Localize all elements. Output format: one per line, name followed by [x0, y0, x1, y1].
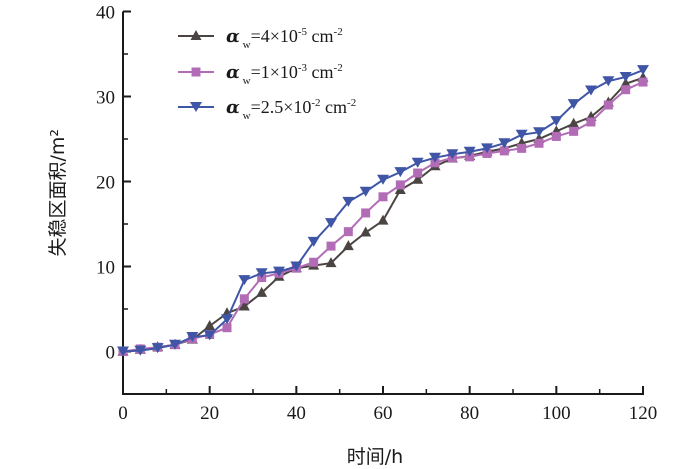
- data-point: [361, 208, 371, 218]
- legend-marker: [190, 102, 202, 112]
- data-point: [602, 76, 615, 87]
- data-point: [621, 85, 631, 95]
- data-point: [533, 127, 545, 138]
- data-point: [465, 152, 475, 162]
- data-point: [377, 214, 389, 225]
- legend-label: α w=2.5×10-2 cm-2: [226, 97, 356, 122]
- data-point: [204, 320, 216, 330]
- data-point: [186, 332, 199, 343]
- data-point: [169, 339, 181, 350]
- series-3: [117, 65, 649, 357]
- data-point: [203, 330, 216, 341]
- data-point: [534, 138, 544, 148]
- series-layer: [117, 65, 649, 357]
- data-point: [619, 71, 632, 82]
- data-point: [413, 168, 423, 178]
- data-point: [638, 77, 648, 87]
- series-line: [122, 69, 644, 353]
- data-point: [117, 346, 129, 357]
- y-tick-label: 40: [96, 3, 115, 24]
- legend-label: α w=4×10-5 cm-2: [226, 26, 343, 51]
- x-tick-label: 80: [460, 403, 479, 424]
- legend-label: α w=1×10-3 cm-2: [226, 62, 343, 87]
- legend-marker: [191, 67, 201, 77]
- y-tick-label: 0: [106, 343, 116, 364]
- legend: α w=4×10-5 cm-2 α w=1×10-3 cm-2 α w=2.5×10…: [178, 26, 356, 122]
- data-point: [290, 261, 303, 272]
- data-point: [586, 117, 596, 127]
- y-tick-label: 20: [96, 173, 115, 194]
- data-point: [499, 146, 509, 156]
- data-point: [585, 85, 597, 96]
- data-point: [360, 226, 372, 237]
- data-point: [463, 146, 476, 157]
- data-point: [239, 294, 249, 304]
- legend-item: α w=1×10-3 cm-2: [178, 62, 343, 87]
- data-point: [568, 117, 580, 128]
- x-tick-label: 40: [287, 403, 306, 424]
- data-point: [151, 343, 164, 354]
- data-point: [446, 149, 459, 160]
- x-tick-label: 0: [118, 403, 128, 424]
- data-point: [222, 323, 232, 333]
- y-tick-label: 30: [96, 88, 115, 109]
- data-point: [517, 143, 527, 153]
- data-point: [309, 257, 319, 267]
- x-tick-label: 100: [542, 403, 571, 424]
- x-axis-title: 时间/h: [347, 446, 403, 468]
- data-point: [550, 116, 563, 127]
- data-point: [395, 180, 405, 190]
- data-point: [481, 143, 493, 154]
- data-point: [342, 196, 355, 207]
- data-point: [551, 131, 561, 141]
- x-tick-label: 120: [629, 403, 658, 424]
- data-point: [430, 158, 440, 168]
- data-point: [377, 174, 389, 185]
- data-point: [637, 65, 649, 76]
- data-point: [256, 286, 268, 297]
- y-axis-title: 失稳区面积/m²: [47, 129, 69, 257]
- x-ticks: 0 20 40 60 80 100 120: [118, 386, 657, 424]
- data-point: [567, 99, 580, 110]
- data-point: [238, 275, 251, 286]
- data-point: [359, 186, 372, 197]
- data-point: [326, 241, 336, 251]
- data-point: [325, 218, 337, 229]
- data-point: [569, 126, 579, 136]
- y-ticks: 0 10 20 30 40: [96, 3, 131, 364]
- data-point: [273, 266, 285, 277]
- x-tick-label: 20: [200, 403, 219, 424]
- data-point: [134, 345, 147, 356]
- data-point: [255, 268, 268, 279]
- data-point: [342, 240, 354, 251]
- legend-item: α w=2.5×10-2 cm-2: [178, 97, 356, 122]
- x-tick-label: 60: [374, 403, 393, 424]
- data-point: [429, 152, 441, 163]
- data-point: [412, 173, 424, 184]
- data-point: [411, 157, 424, 168]
- data-point: [482, 148, 492, 158]
- data-point: [307, 236, 320, 247]
- data-point: [378, 192, 388, 202]
- legend-item: α w=4×10-5 cm-2: [178, 26, 343, 51]
- y-tick-label: 10: [96, 258, 115, 279]
- data-point: [221, 314, 233, 325]
- data-point: [515, 129, 528, 140]
- data-point: [394, 167, 407, 178]
- data-point: [325, 257, 337, 268]
- legend-marker: [190, 30, 202, 40]
- data-point: [238, 300, 250, 311]
- data-point: [603, 100, 613, 110]
- data-point: [343, 227, 353, 237]
- data-point: [498, 138, 511, 149]
- series-1: [117, 71, 649, 356]
